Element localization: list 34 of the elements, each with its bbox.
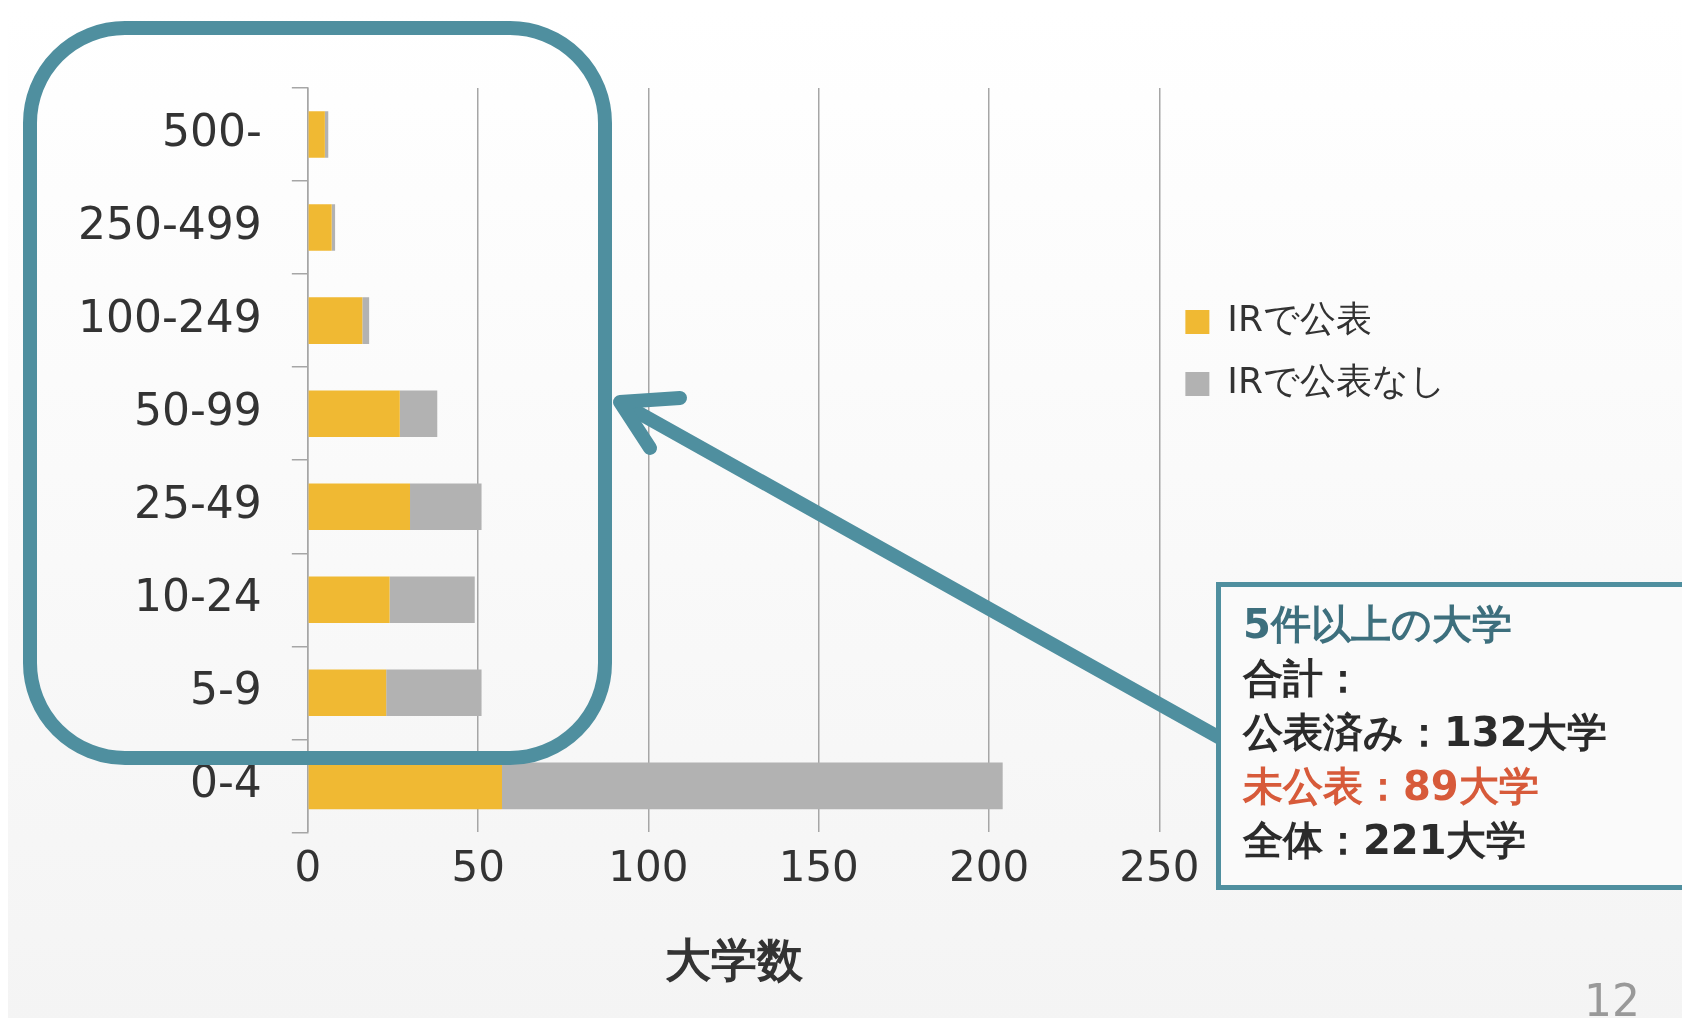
bar — [308, 297, 363, 344]
x-tick-label: 150 — [778, 841, 859, 891]
bar — [308, 111, 325, 158]
x-tick-label: 50 — [451, 841, 505, 891]
y-tick-label: 0-4 — [189, 756, 262, 808]
text: 公表済み：132大学 — [1243, 708, 1609, 757]
legend-label: IRで公表なし — [1227, 360, 1447, 402]
bar — [308, 390, 400, 437]
text: 5件以上の大学 — [1243, 600, 1513, 649]
x-axis-title: 大学数 — [664, 933, 804, 988]
text: 12 — [1584, 975, 1640, 1018]
y-tick-label: 5-9 — [189, 663, 262, 715]
bar — [308, 483, 411, 530]
y-tick-label: 10-24 — [133, 570, 262, 622]
x-tick-label: 100 — [608, 841, 689, 891]
bar — [308, 204, 332, 251]
y-tick-label: 100-249 — [78, 291, 262, 343]
legend-label: IRで公表 — [1227, 298, 1373, 340]
bar — [308, 576, 390, 624]
bar — [308, 762, 502, 810]
bar — [399, 390, 438, 437]
x-tick-label: 0 — [294, 841, 322, 891]
text: 未公表：89大学 — [1243, 762, 1540, 811]
y-tick-label: 25-49 — [133, 477, 262, 529]
bar — [362, 297, 370, 344]
x-tick-label: 200 — [948, 841, 1030, 891]
bar — [389, 576, 475, 624]
y-tick-label: 250-499 — [78, 198, 262, 250]
y-tick-label: 500- — [161, 104, 262, 156]
text: 全体：221大学 — [1243, 816, 1528, 865]
y-tick-label: 50-99 — [133, 384, 262, 436]
text: 合計： — [1243, 654, 1364, 703]
x-tick-label: 250 — [1119, 841, 1200, 891]
bar — [308, 669, 387, 717]
